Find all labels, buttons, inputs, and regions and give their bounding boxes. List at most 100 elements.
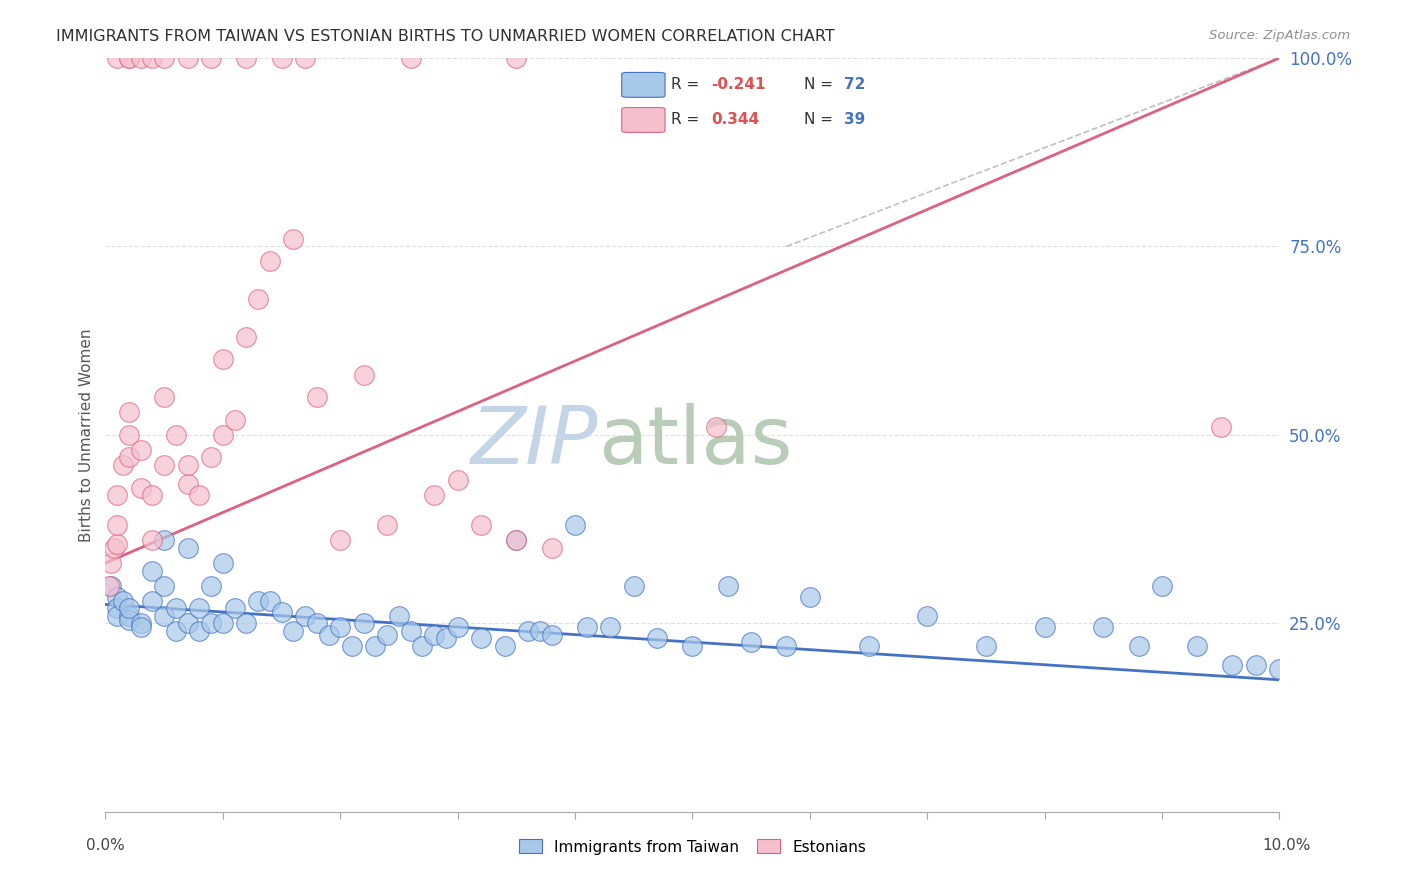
Point — [447, 473, 470, 487]
Point — [375, 627, 398, 641]
Point — [294, 608, 316, 623]
Point — [98, 578, 121, 592]
Point — [105, 488, 128, 502]
Point — [188, 601, 211, 615]
Point — [1033, 620, 1056, 634]
Point — [200, 450, 222, 465]
Point — [165, 601, 187, 615]
Point — [153, 608, 176, 623]
Point — [141, 593, 163, 607]
Point — [129, 442, 152, 457]
Text: 39: 39 — [845, 112, 866, 128]
FancyBboxPatch shape — [621, 72, 665, 97]
Point — [118, 427, 141, 442]
Point — [423, 627, 446, 641]
Text: 0.344: 0.344 — [711, 112, 759, 128]
Y-axis label: Births to Unmarried Women: Births to Unmarried Women — [79, 328, 94, 541]
Point — [294, 51, 316, 65]
Text: 10.0%: 10.0% — [1263, 838, 1310, 853]
Point — [505, 51, 527, 65]
Point — [200, 51, 222, 65]
Point — [247, 292, 270, 306]
Point — [153, 390, 176, 404]
Text: IMMIGRANTS FROM TAIWAN VS ESTONIAN BIRTHS TO UNMARRIED WOMEN CORRELATION CHART: IMMIGRANTS FROM TAIWAN VS ESTONIAN BIRTH… — [56, 29, 835, 44]
Point — [494, 639, 516, 653]
Point — [1209, 420, 1232, 434]
Point — [141, 51, 163, 65]
Point — [1268, 661, 1291, 675]
Point — [235, 330, 257, 344]
Point — [112, 593, 135, 607]
Text: N =: N = — [804, 78, 838, 93]
Point — [112, 458, 135, 472]
Point — [353, 368, 375, 382]
Point — [564, 518, 586, 533]
Point — [103, 541, 125, 555]
Point — [283, 232, 305, 246]
Point — [176, 476, 198, 491]
Point — [270, 605, 292, 619]
Point — [575, 620, 598, 634]
Point — [129, 616, 152, 631]
Text: R =: R = — [671, 78, 704, 93]
Point — [105, 590, 128, 604]
Text: 72: 72 — [845, 78, 866, 93]
Point — [740, 635, 762, 649]
Point — [176, 616, 198, 631]
FancyBboxPatch shape — [621, 108, 665, 132]
Point — [105, 518, 128, 533]
Point — [105, 537, 128, 551]
Point — [235, 616, 257, 631]
Point — [1128, 639, 1150, 653]
Point — [329, 533, 352, 548]
Point — [447, 620, 470, 634]
Point — [176, 458, 198, 472]
Point — [540, 627, 562, 641]
Point — [118, 51, 141, 65]
Point — [411, 639, 433, 653]
Point — [704, 420, 727, 434]
Point — [799, 590, 821, 604]
Point — [434, 632, 457, 646]
Point — [775, 639, 797, 653]
Point — [1222, 657, 1244, 672]
Point — [118, 613, 141, 627]
Point — [165, 427, 187, 442]
Point — [717, 578, 740, 592]
Point — [1150, 578, 1173, 592]
Point — [1092, 620, 1115, 634]
Text: R =: R = — [671, 112, 704, 128]
Point — [623, 578, 645, 592]
Text: ZIP: ZIP — [471, 403, 599, 482]
Point — [399, 624, 422, 638]
Point — [141, 533, 163, 548]
Point — [423, 488, 446, 502]
Point — [105, 601, 128, 615]
Point — [118, 601, 141, 615]
Point — [375, 518, 398, 533]
Text: 0.0%: 0.0% — [86, 838, 125, 853]
Point — [353, 616, 375, 631]
Point — [176, 51, 198, 65]
Point — [340, 639, 363, 653]
Point — [529, 624, 551, 638]
Point — [505, 533, 527, 548]
Point — [105, 608, 128, 623]
Point — [388, 608, 411, 623]
Point — [100, 556, 122, 570]
Point — [211, 616, 233, 631]
Point — [153, 51, 176, 65]
Point — [188, 488, 211, 502]
Point — [141, 564, 163, 578]
Point — [211, 427, 233, 442]
Point — [153, 578, 176, 592]
Text: -0.241: -0.241 — [711, 78, 766, 93]
Point — [118, 405, 141, 419]
Point — [305, 390, 328, 404]
Point — [305, 616, 328, 631]
Point — [329, 620, 352, 634]
Point — [470, 632, 492, 646]
Point — [259, 254, 281, 268]
Point — [318, 627, 340, 641]
Point — [645, 632, 668, 646]
